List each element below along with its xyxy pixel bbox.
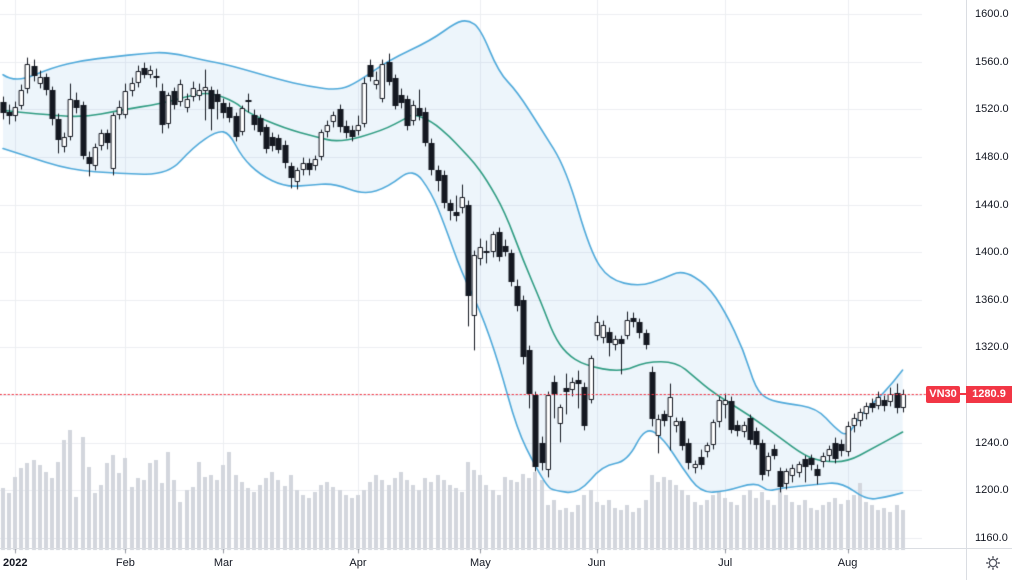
price-axis-label: 1480.0	[975, 150, 1009, 163]
time-axis-label: 2022	[2, 557, 28, 569]
time-axis-label: Aug	[837, 557, 858, 569]
price-axis-label: 1320.0	[975, 341, 1009, 354]
price-axis[interactable]: 1600.0 1560.0 1520.0 1480.0 1440.0 1400.0 1360…	[966, 0, 1012, 548]
time-axis-label: Jul	[718, 557, 733, 569]
time-axis-label: Feb	[115, 557, 135, 569]
time-axis-label: Mar	[213, 557, 233, 569]
price-axis-label: 1440.0	[975, 198, 1009, 211]
time-axis[interactable]: 2022 Feb Mar Apr May Jun Jul Aug	[0, 549, 1012, 580]
settings-gear-icon[interactable]	[985, 555, 1001, 571]
symbol-tag: VN30	[926, 385, 960, 403]
price-axis-label: 1600.0	[975, 8, 1009, 20]
last-price-tag: 1280.9	[966, 385, 1012, 403]
last-price-tag-value: 1280.9	[972, 387, 1006, 400]
price-axis-label: 1200.0	[975, 484, 1009, 497]
symbol-tag-label: VN30	[929, 387, 957, 400]
time-axis-label: Apr	[349, 557, 367, 569]
time-axis-label: Jun	[587, 557, 606, 569]
price-axis-label: 1240.0	[975, 436, 1009, 449]
price-axis-label: 1520.0	[975, 103, 1009, 116]
price-axis-label: 1560.0	[975, 55, 1009, 68]
price-axis-label: 1360.0	[975, 293, 1009, 306]
price-tag-tick	[960, 393, 966, 396]
time-axis-border	[0, 548, 1012, 549]
time-axis-label: May	[469, 557, 491, 569]
price-axis-label: 1400.0	[975, 246, 1009, 259]
price-axis-border	[966, 0, 967, 580]
price-axis-label: 1160.0	[975, 532, 1008, 544]
